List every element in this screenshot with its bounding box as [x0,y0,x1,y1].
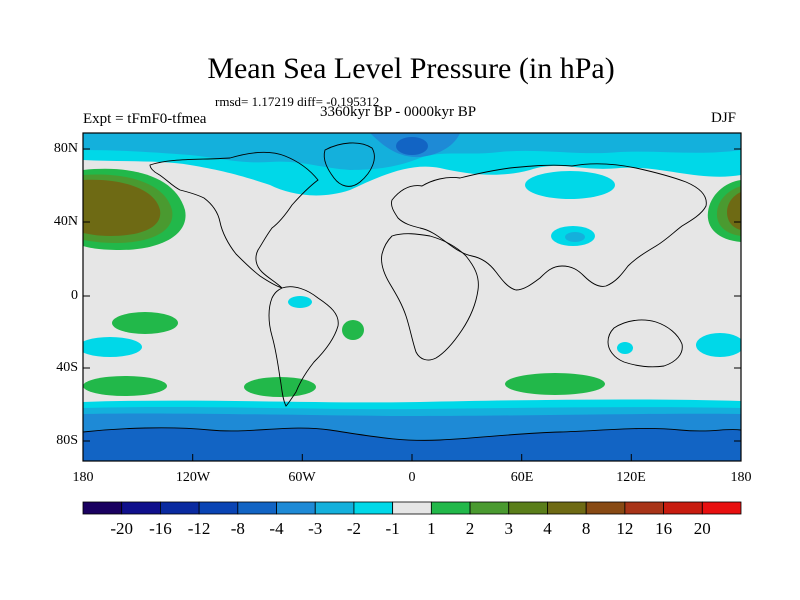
colorbar-swatch [82,501,123,515]
colorbar-label: 16 [655,519,673,538]
colorbar-swatch [663,501,703,515]
colorbar-label: 8 [581,519,591,538]
colorbar-swatch [276,501,316,515]
lon-tick-label: 180 [72,470,94,485]
colorbar-label: -3 [308,519,323,538]
colorbar-swatch [392,501,432,515]
south-pacific-low-east [696,333,741,357]
colorbar [82,501,742,515]
southern-high-atlantic [244,377,316,397]
south-america-low [288,296,312,308]
colorbar-swatch [701,501,742,515]
lon-tick-label: 60E [510,470,534,485]
lon-tick-label: 120W [175,470,211,485]
lon-tick-label: 0 [408,470,416,485]
colorbar-swatch [624,501,664,515]
colorbar-swatch [469,501,510,515]
colorbar-swatch [508,501,548,515]
central-asia-low-core [565,232,585,242]
tropical-pacific-high [112,312,178,334]
colorbar-swatch [121,501,161,515]
south-pacific-low-west [83,337,142,357]
colorbar-swatch [237,501,277,515]
russia-low [525,171,615,199]
colorbar-label: 4 [543,519,552,538]
colorbar-label: -8 [230,519,245,538]
north-pacific-high-wrap-inner [727,192,741,230]
colorbar-label: 3 [504,519,514,538]
lat-tick-label: 0 [71,288,78,303]
colorbar-swatch [547,501,587,515]
lat-tick-label: 40N [53,214,78,229]
australia-low [617,342,633,354]
map-title: Mean Sea Level Pressure (in hPa) [207,52,615,85]
lon-tick-marks [82,454,742,461]
colorbar-swatch [314,501,355,515]
stats-line: rmsd= 1.17219 diff= -0.195312 [215,94,380,109]
lat-tick-marks [83,148,741,442]
colorbar-label: 20 [693,519,711,538]
colorbar-swatch [160,501,200,515]
arctic-core-low-2 [396,137,428,155]
colorbar-label: -4 [269,519,284,538]
lat-tick-label: 80N [53,141,78,156]
lat-tick-label: 40S [56,360,78,375]
map-field [83,133,741,461]
colorbar-swatch [198,501,239,515]
southern-high-indian [505,373,605,395]
colorbar-label: 12 [616,519,634,538]
lon-tick-label: 180 [730,470,752,485]
colorbar-swatch [430,501,471,515]
colorbar-label: -16 [149,519,172,538]
colorbar-label: 1 [427,519,436,538]
colorbar-label: -12 [187,519,211,538]
south-atlantic-high [342,320,364,340]
colorbar-swatch [353,501,394,515]
lon-tick-label: 120E [616,470,646,485]
experiment-label: Expt = tFmF0-tfmea [83,111,207,127]
coastlines [83,142,741,441]
colorbar-label: -20 [110,519,134,538]
colorbar-label: -1 [385,519,400,538]
southern-high-pacific [83,376,167,396]
colorbar-swatch [585,501,626,515]
lon-tick-label: 60W [288,470,316,485]
season-label: DJF [711,110,737,126]
colorbar-label: 2 [465,519,475,538]
north-pacific-high-inner [83,179,161,236]
period-label: 3360kyr BP - 0000kyr BP [320,104,477,120]
antarctic-low-4 [83,427,741,461]
colorbar-label: -2 [346,519,362,538]
lat-tick-label: 80S [56,433,78,448]
